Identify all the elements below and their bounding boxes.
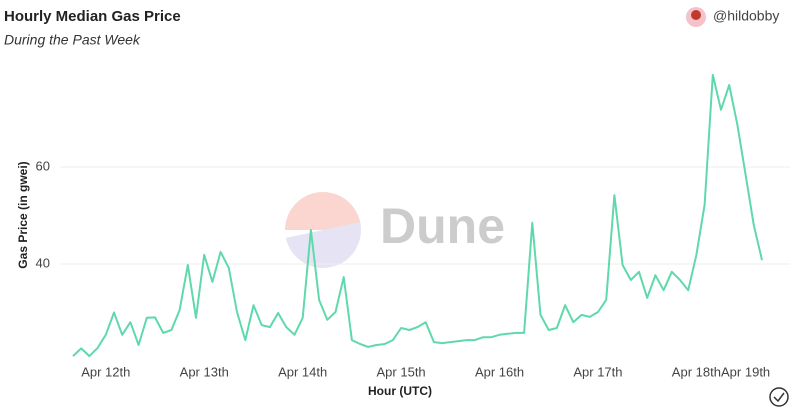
x-tick-label: Apr 17th (573, 364, 622, 379)
chart-subtitle: During the Past Week (4, 32, 141, 48)
y-tick-label: 60 (36, 158, 50, 173)
x-axis-label: Hour (UTC) (368, 384, 432, 398)
avatar-face (691, 10, 701, 20)
watermark-logo (285, 192, 361, 268)
x-tick-label: Apr 15th (377, 364, 426, 379)
x-tick-label: Apr 16th (475, 364, 524, 379)
author: @hildobby (713, 8, 779, 24)
check-icon[interactable] (769, 387, 789, 407)
chart-title: Hourly Median Gas Price (4, 8, 181, 25)
x-tick-label: Apr 14th (278, 364, 327, 379)
y-tick-label: 40 (36, 255, 50, 270)
x-tick-label: Apr 18th (672, 364, 721, 379)
x-tick-label: Apr 19th (721, 364, 770, 379)
x-tick-label: Apr 13th (180, 364, 229, 379)
line (72, 73, 763, 358)
watermark: Dune (380, 198, 505, 254)
x-tick-label: Apr 12th (81, 364, 130, 379)
y-axis-label: Gas Price (in gwei) (16, 161, 30, 268)
